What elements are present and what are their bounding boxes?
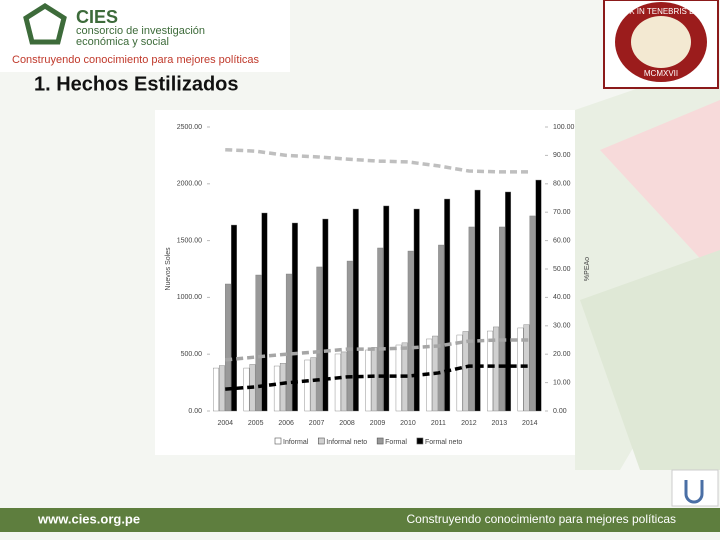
legend-label: Formal neto [425, 439, 462, 446]
logo-text: CIES [76, 7, 118, 27]
y2-tick-label: 90.00 [553, 152, 571, 159]
bar [474, 189, 481, 412]
bar [407, 250, 414, 412]
bar [243, 367, 250, 412]
bar [334, 353, 341, 412]
y-tick-label: 500.00 [181, 351, 203, 358]
bar [285, 273, 292, 412]
bar [310, 357, 317, 412]
bar [365, 349, 372, 412]
line [225, 338, 530, 362]
legend-label: Formal [385, 439, 407, 446]
bar [493, 326, 500, 412]
slide-title: 1. Hechos Estilizados [34, 73, 239, 95]
bar [395, 344, 402, 412]
y2-tick-label: 20.00 [553, 351, 571, 358]
x-tick-label: 2013 [492, 420, 508, 427]
bar [444, 198, 451, 412]
bar [438, 244, 445, 412]
bar [219, 365, 225, 412]
x-tick-label: 2014 [522, 420, 538, 427]
nav-icon [684, 480, 704, 504]
crest-year: MCMXVII [644, 69, 678, 78]
y2-tick-label: 30.00 [553, 323, 571, 330]
bar [279, 363, 286, 412]
bar [462, 331, 469, 412]
footer-url: www.cies.org.pe [37, 511, 140, 526]
crest-motto: ET LVX IN TENEBRIS LVCET [608, 7, 715, 16]
y2-tick-label: 10.00 [553, 379, 571, 386]
crest-inner [631, 16, 691, 68]
legend-swatch [376, 437, 384, 445]
bar [352, 208, 359, 412]
logo-icon [23, 3, 67, 45]
y2-tick-label: 40.00 [553, 294, 571, 301]
x-tick-label: 2005 [248, 420, 264, 427]
bar [456, 334, 463, 412]
y2-tick-label: 100.00 [553, 124, 575, 131]
legend-label: Informal [283, 439, 309, 446]
bar [468, 226, 475, 412]
footer-tagline: Construyendo conocimiento para mejores p… [407, 512, 676, 526]
x-tick-label: 2009 [370, 420, 386, 427]
legend-swatch [416, 437, 424, 445]
bar [291, 222, 298, 412]
bar [371, 347, 378, 412]
x-tick-label: 2008 [339, 420, 355, 427]
nav-button[interactable] [671, 469, 719, 507]
tagline: Construyendo conocimiento para mejores p… [12, 54, 260, 66]
y2-tick-label: 80.00 [553, 181, 571, 188]
bar [383, 205, 390, 412]
logo-box [0, 0, 290, 72]
bar [505, 191, 512, 412]
bar [213, 367, 219, 412]
deco-shape [580, 250, 720, 470]
bar [499, 226, 506, 412]
legend-swatch [274, 437, 282, 445]
legend-label: Informal neto [326, 439, 367, 446]
logo-line: económica y social [76, 36, 169, 48]
bar [225, 283, 231, 412]
y-axis-label: Nuevos Soles [165, 247, 172, 291]
y2-tick-label: 50.00 [553, 266, 571, 273]
bar [346, 260, 353, 412]
bar [517, 327, 524, 412]
x-tick-label: 2004 [217, 420, 233, 427]
bar [322, 218, 329, 412]
bar [340, 351, 347, 412]
bar [377, 247, 384, 412]
footer-bar [0, 508, 720, 532]
line [225, 147, 530, 174]
logo-line: consorcio de investigación [76, 25, 205, 37]
deco-shape [600, 100, 720, 280]
bar [413, 208, 420, 412]
chart: 0.00 500.00 1000.00 1500.00 2000.00 2500.00 0.… [165, 124, 591, 446]
bar [535, 179, 542, 412]
bar [487, 330, 494, 412]
bar [273, 365, 280, 412]
y2-tick-label: 70.00 [553, 209, 571, 216]
y-tick-label: 2000.00 [177, 181, 202, 188]
x-tick-label: 2007 [309, 420, 325, 427]
bar [231, 224, 237, 412]
bar [304, 359, 311, 412]
bar [316, 266, 323, 412]
bar [261, 212, 268, 412]
bar [255, 274, 262, 412]
y-tick-label: 2500.00 [177, 124, 202, 131]
legend-swatch [317, 437, 325, 445]
y2-tick-label: 0.00 [553, 408, 567, 415]
y2-axis-label: %PEAo [584, 257, 591, 281]
y-tick-label: 0.00 [188, 408, 202, 415]
y2-tick-label: 60.00 [553, 237, 571, 244]
x-tick-label: 2006 [278, 420, 294, 427]
x-tick-label: 2012 [461, 420, 477, 427]
line [225, 364, 530, 391]
x-tick-label: 2011 [431, 420, 446, 427]
x-tick-label: 2010 [400, 420, 416, 427]
y-tick-label: 1000.00 [177, 294, 202, 301]
y-tick-label: 1500.00 [177, 237, 202, 244]
bar [529, 215, 536, 412]
